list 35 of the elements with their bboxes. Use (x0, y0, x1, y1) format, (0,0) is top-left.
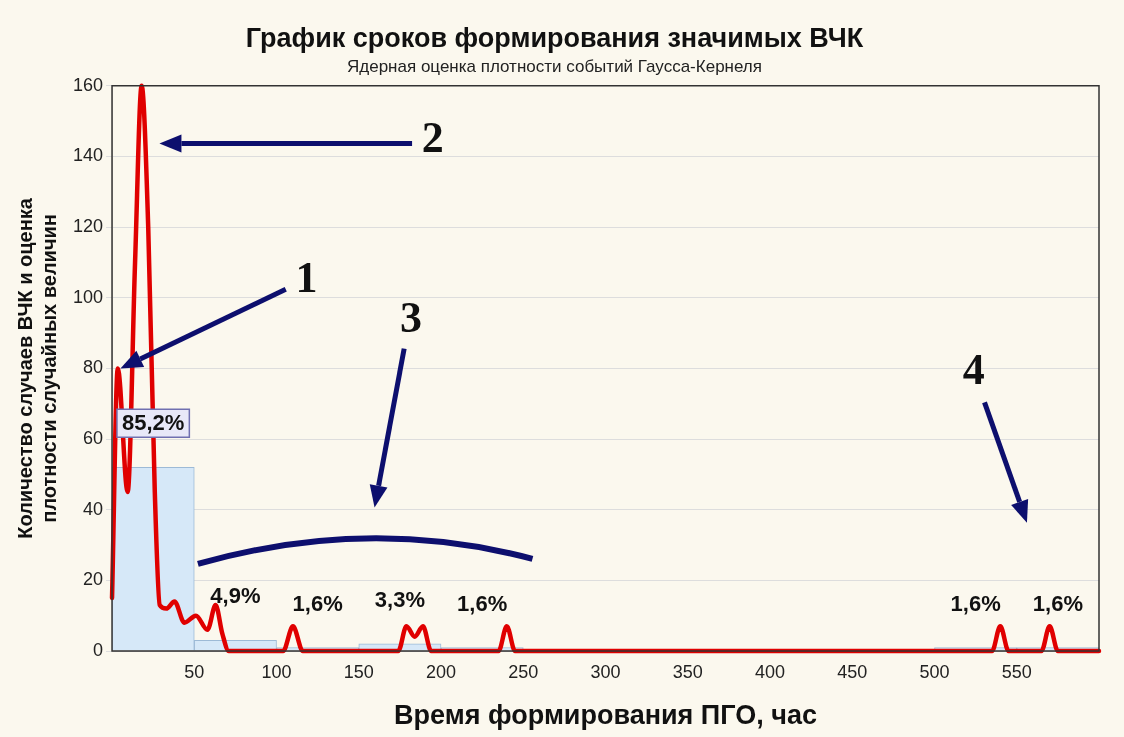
annotation: 3,3% (374, 587, 425, 612)
annotation: 1 (295, 252, 318, 302)
annotation: 1,6% (1032, 590, 1083, 616)
x-tick-label: 100 (261, 661, 292, 682)
x-tick-label: 400 (754, 661, 786, 682)
annotation: 4,9% (210, 583, 261, 609)
y-tick-label: 140 (72, 145, 104, 166)
y-tick-label: 120 (72, 216, 104, 237)
chart-title: График сроков формирования значимых ВЧК (245, 22, 864, 53)
y-tick-label: 160 (72, 74, 104, 95)
x-tick-label: 350 (672, 661, 703, 682)
x-tick-label: 50 (184, 661, 205, 682)
x-tick-label: 500 (919, 661, 950, 682)
y-axis-title: Количество случаев ВЧК и оценка плотности случайных величин (13, 197, 60, 539)
chart-subtitle: Ядерная оценка плотности событий Гаусса-Кернеля (347, 57, 762, 77)
x-tick-label: 300 (590, 661, 621, 682)
y-tick-label: 80 (83, 357, 104, 378)
y-tick-label: 60 (83, 428, 104, 449)
y-tick-label: 0 (93, 639, 104, 660)
annotation: 2 (421, 112, 444, 162)
y-tick-label: 40 (83, 498, 104, 519)
y-tick-label: 20 (83, 569, 104, 590)
x-tick-label: 550 (1001, 661, 1032, 682)
annotation: 1,6% (457, 590, 508, 616)
x-axis-title: Время формирования ПГО, час (394, 700, 817, 731)
x-tick-label: 250 (508, 661, 539, 682)
annotation: 1,6% (950, 590, 1001, 616)
x-tick-label: 150 (343, 661, 374, 682)
annotation: 3 (400, 292, 423, 342)
annotation: 1,6% (292, 590, 343, 616)
y-tick-label: 100 (72, 286, 104, 307)
x-tick-label: 200 (426, 661, 457, 682)
annotation: 85,2% (121, 410, 185, 436)
annotation: 4 (962, 345, 985, 395)
x-tick-label: 450 (837, 661, 868, 682)
